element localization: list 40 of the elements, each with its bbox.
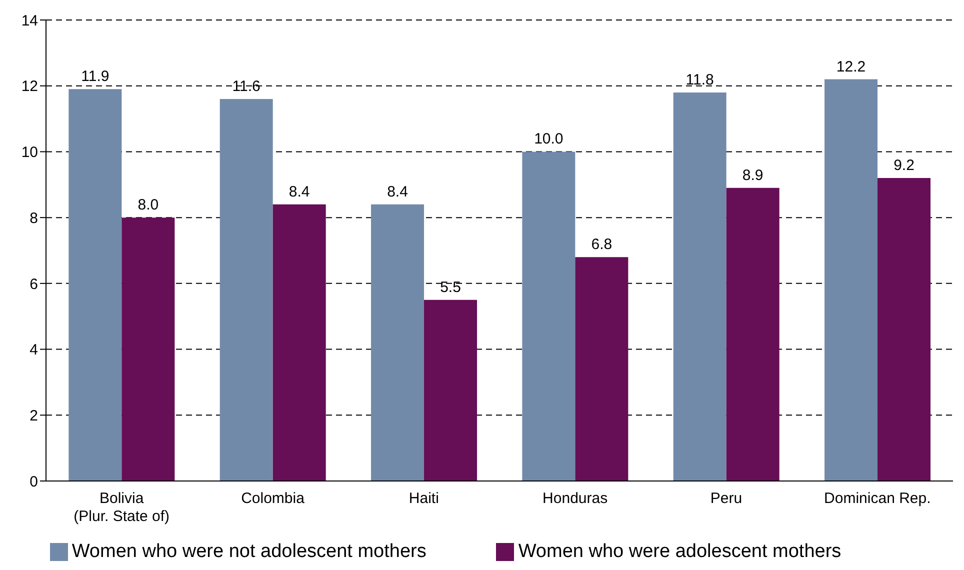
data-label: 8.0 bbox=[138, 196, 159, 214]
bar bbox=[122, 218, 175, 481]
bar bbox=[424, 300, 478, 481]
bar bbox=[272, 204, 326, 481]
y-tick-label: 12 bbox=[21, 78, 38, 96]
data-label: 8.4 bbox=[387, 183, 408, 200]
y-tick-label: 14 bbox=[21, 12, 38, 30]
bar bbox=[878, 178, 931, 481]
x-tick-label: Peru bbox=[710, 490, 742, 507]
y-tick-label: 10 bbox=[21, 144, 38, 162]
data-label: 5.5 bbox=[440, 278, 461, 296]
y-tick-label: 0 bbox=[30, 473, 38, 490]
data-label: 11.8 bbox=[686, 71, 714, 88]
data-label: 6.8 bbox=[591, 236, 612, 254]
data-label: 11.6 bbox=[232, 78, 260, 96]
x-tick-label: Bolivia (Plur. State of) bbox=[74, 490, 170, 525]
y-tick-label: 2 bbox=[30, 407, 38, 424]
x-tick-label: Haiti bbox=[408, 490, 439, 507]
bar bbox=[371, 204, 424, 481]
bar bbox=[726, 188, 780, 481]
y-tick-label: 6 bbox=[30, 276, 38, 293]
data-label: 12.2 bbox=[836, 58, 866, 76]
x-tick-label: Dominican Rep. bbox=[824, 490, 931, 507]
bar bbox=[673, 92, 726, 481]
y-tick-label: 4 bbox=[30, 342, 38, 359]
bar bbox=[220, 99, 273, 481]
data-label: 9.2 bbox=[894, 157, 914, 174]
data-label: 11.9 bbox=[81, 68, 110, 86]
bar bbox=[824, 79, 878, 481]
bar bbox=[68, 89, 122, 481]
bar bbox=[522, 152, 576, 481]
data-label: 8.4 bbox=[288, 183, 310, 200]
data-label: 10.0 bbox=[534, 130, 564, 148]
y-tick-label: 8 bbox=[30, 210, 38, 227]
data-label: 8.9 bbox=[742, 166, 764, 184]
bar bbox=[575, 257, 628, 481]
legend-label: Women who were adolescent mothers bbox=[518, 541, 842, 562]
x-tick-label: Honduras bbox=[542, 490, 608, 507]
legend-label: Women who were not adolescent mothers bbox=[72, 541, 426, 562]
x-tick-label: Colombia bbox=[241, 490, 306, 507]
